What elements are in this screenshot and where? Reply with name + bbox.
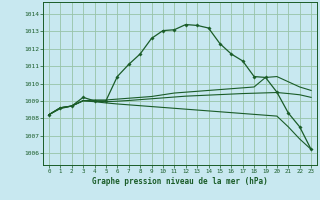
X-axis label: Graphe pression niveau de la mer (hPa): Graphe pression niveau de la mer (hPa) xyxy=(92,177,268,186)
